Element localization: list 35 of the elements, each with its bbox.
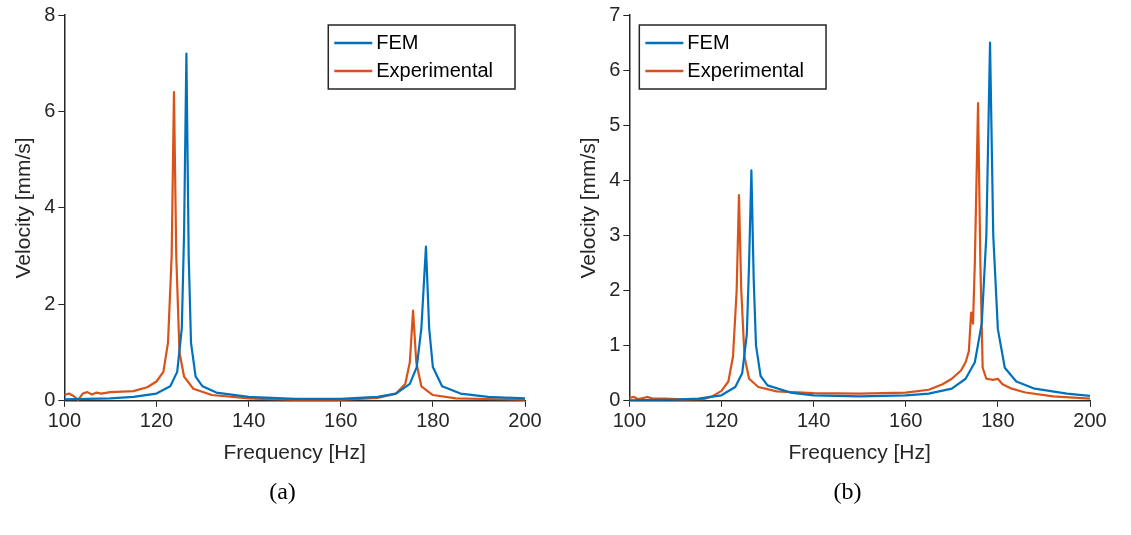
x-tick-label: 160 <box>324 409 358 432</box>
y-tick-label: 8 <box>44 2 56 25</box>
y-axis-title: Velocity [mm/s] <box>11 137 35 279</box>
x-tick-label: 160 <box>889 409 923 432</box>
x-axis-title: Frequency [Hz] <box>788 440 931 464</box>
x-tick-label: 120 <box>139 409 174 432</box>
y-tick-label: 5 <box>609 112 621 135</box>
x-tick-label: 140 <box>231 409 266 432</box>
legend-label: FEM <box>687 30 730 53</box>
x-tick-label: 100 <box>47 409 82 432</box>
legend-label: FEM <box>376 30 419 53</box>
y-tick-label: 2 <box>609 278 621 301</box>
legend-label: Experimental <box>376 58 493 81</box>
x-tick-label: 120 <box>704 409 739 432</box>
legend-label: Experimental <box>687 58 805 81</box>
y-tick-label: 0 <box>609 388 621 411</box>
x-tick-label: 180 <box>416 409 450 432</box>
x-tick-label: 100 <box>612 409 647 432</box>
x-axis-title: Frequency [Hz] <box>223 440 366 464</box>
text: (a) <box>269 478 296 505</box>
y-tick-label: 0 <box>44 388 56 411</box>
y-tick-label: 4 <box>609 167 621 190</box>
y-tick-label: 3 <box>609 222 621 245</box>
x-tick-label: 200 <box>508 409 542 432</box>
y-tick-label: 4 <box>44 195 56 218</box>
y-tick-label: 2 <box>44 291 56 314</box>
y-tick-label: 7 <box>609 2 621 25</box>
y-tick-label: 6 <box>609 57 621 80</box>
x-tick-label: 200 <box>1073 409 1107 432</box>
y-axis-title: Velocity [mm/s] <box>576 137 600 279</box>
text: (b) <box>833 478 862 505</box>
y-tick-label: 6 <box>44 98 56 121</box>
x-tick-label: 180 <box>981 409 1015 432</box>
y-tick-label: 1 <box>609 333 621 356</box>
x-tick-label: 140 <box>796 409 831 432</box>
